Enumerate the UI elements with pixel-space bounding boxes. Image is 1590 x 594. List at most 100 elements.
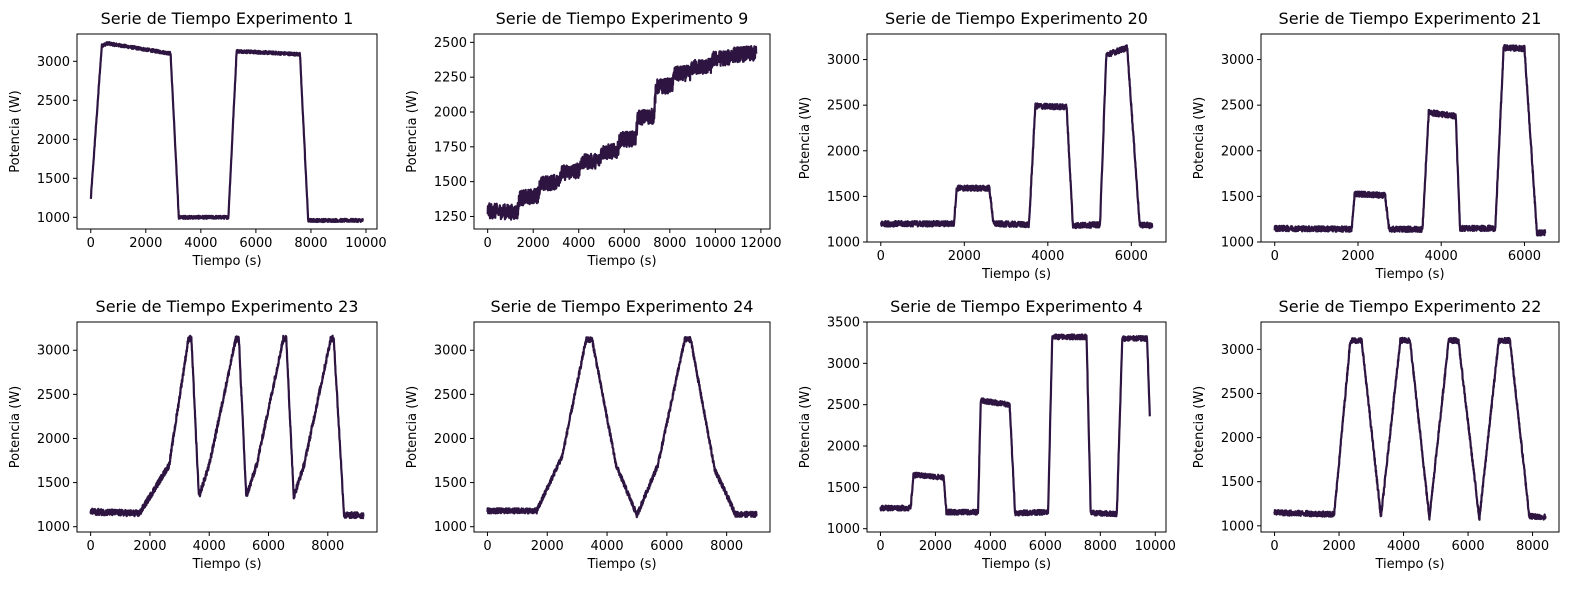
y-tick-label: 1500 [37, 172, 70, 187]
subplot-title: Serie de Tiempo Experimento 4 [890, 297, 1143, 316]
y-tick-label: 1500 [37, 476, 70, 491]
plot-frame [473, 321, 771, 533]
subplot-6: 0 2000 4000 6000 8000 1000 1500 2000 2500 3000 Ser… [405, 297, 771, 572]
y-tick-label: 2000 [434, 432, 467, 447]
subplot-title: Serie de Tiempo Experimento 21 [1279, 9, 1542, 28]
x-tick-label: 8000 [1084, 539, 1117, 554]
plot-frame [1260, 33, 1560, 243]
y-tick-label: 1500 [434, 175, 467, 190]
y-tick-label: 1250 [434, 210, 467, 225]
y-axis-label: Potencia (W) [8, 386, 23, 469]
y-tick-label: 1000 [37, 211, 70, 226]
subplot-title: Serie de Tiempo Experimento 1 [101, 9, 354, 28]
x-tick-label: 4000 [591, 539, 624, 554]
y-tick-label: 2000 [37, 133, 70, 148]
x-tick-label: 2000 [531, 539, 564, 554]
x-tick-label: 6000 [1029, 539, 1062, 554]
subplot-title: Serie de Tiempo Experimento 24 [491, 297, 754, 316]
x-tick-label: 12000 [740, 236, 781, 251]
x-tick-label: 6000 [608, 236, 641, 251]
y-axis-label: Potencia (W) [1192, 386, 1207, 469]
y-tick-label: 2000 [37, 432, 70, 447]
plot-frame [866, 33, 1167, 243]
subplot-title: Serie de Tiempo Experimento 23 [96, 297, 359, 316]
series-line-7 [879, 333, 1151, 518]
y-tick-label: 2500 [1221, 387, 1254, 402]
y-tick-label: 2000 [1221, 431, 1254, 446]
x-tick-label: 0 [877, 249, 885, 264]
y-tick-label: 1500 [1221, 190, 1254, 205]
y-tick-label: 2000 [827, 144, 860, 159]
subplot-title: Serie de Tiempo Experimento 20 [885, 9, 1148, 28]
y-tick-label: 1500 [827, 190, 860, 205]
series-line-4 [1273, 44, 1547, 237]
series-line-8 [1273, 336, 1547, 521]
y-tick-label: 1000 [827, 522, 860, 537]
x-tick-label: 2000 [129, 236, 162, 251]
x-tick-label: 10000 [695, 236, 736, 251]
plot-frame [473, 33, 771, 230]
y-tick-label: 1000 [1221, 236, 1254, 251]
subplot-title: Serie de Tiempo Experimento 22 [1279, 297, 1542, 316]
x-axis-label: Tiempo (s) [981, 267, 1051, 282]
subplot-7: 0 2000 4000 6000 8000 10000 1000 1500 2000 2500 30… [798, 297, 1176, 572]
y-tick-label: 2500 [37, 94, 70, 109]
y-tick-label: 1000 [37, 520, 70, 535]
x-tick-label: 2000 [1341, 249, 1374, 264]
x-tick-label: 4000 [1387, 539, 1420, 554]
subplot-3: 0 2000 4000 6000 1000 1500 2000 2500 3000 Serie d… [798, 9, 1167, 282]
y-axis-label: Potencia (W) [405, 386, 420, 469]
x-axis-label: Tiempo (s) [981, 557, 1051, 572]
x-tick-label: 8000 [311, 539, 344, 554]
x-tick-label: 6000 [1452, 539, 1485, 554]
x-tick-label: 4000 [184, 236, 217, 251]
x-tick-label: 6000 [650, 539, 683, 554]
x-tick-label: 2000 [133, 539, 166, 554]
y-axis-label: Potencia (W) [798, 97, 813, 180]
x-tick-label: 0 [876, 539, 884, 554]
x-tick-label: 0 [87, 236, 95, 251]
x-tick-label: 0 [86, 539, 94, 554]
y-tick-label: 2500 [37, 388, 70, 403]
series-line-2 [486, 45, 758, 221]
y-tick-label: 3000 [1221, 53, 1254, 68]
x-axis-label: Tiempo (s) [1374, 267, 1444, 282]
y-tick-label: 3000 [37, 55, 70, 70]
subplot-title: Serie de Tiempo Experimento 9 [496, 9, 749, 28]
x-axis-label: Tiempo (s) [191, 254, 261, 269]
y-tick-label: 3500 [827, 316, 860, 331]
y-tick-label: 2000 [1221, 144, 1254, 159]
plot-frame [76, 321, 378, 533]
y-tick-label: 2000 [827, 440, 860, 455]
series-line-1 [89, 41, 365, 224]
y-tick-label: 1750 [434, 140, 467, 155]
x-tick-label: 0 [1271, 249, 1279, 264]
y-tick-label: 3000 [1221, 343, 1254, 358]
x-tick-label: 10000 [345, 236, 386, 251]
x-tick-label: 8000 [710, 539, 743, 554]
x-tick-label: 0 [484, 236, 492, 251]
x-tick-label: 2000 [517, 236, 550, 251]
series-line-6 [486, 336, 758, 519]
y-tick-label: 1000 [1221, 519, 1254, 534]
y-tick-label: 2000 [434, 106, 467, 121]
y-axis-label: Potencia (W) [8, 90, 23, 173]
x-axis-label: Tiempo (s) [1374, 557, 1444, 572]
plot-frame [866, 321, 1167, 533]
y-tick-label: 2500 [434, 388, 467, 403]
y-tick-label: 3000 [434, 344, 467, 359]
x-tick-label: 8000 [1516, 539, 1549, 554]
x-tick-label: 2000 [948, 249, 981, 264]
x-tick-label: 0 [1270, 539, 1278, 554]
y-tick-label: 1500 [1221, 475, 1254, 490]
x-tick-label: 10000 [1135, 539, 1176, 554]
x-tick-label: 6000 [1508, 249, 1541, 264]
x-tick-label: 4000 [1031, 249, 1064, 264]
y-axis-label: Potencia (W) [1192, 97, 1207, 180]
y-tick-label: 3000 [827, 357, 860, 372]
y-tick-label: 1000 [827, 236, 860, 251]
y-tick-label: 1500 [827, 481, 860, 496]
x-tick-label: 4000 [1425, 249, 1458, 264]
